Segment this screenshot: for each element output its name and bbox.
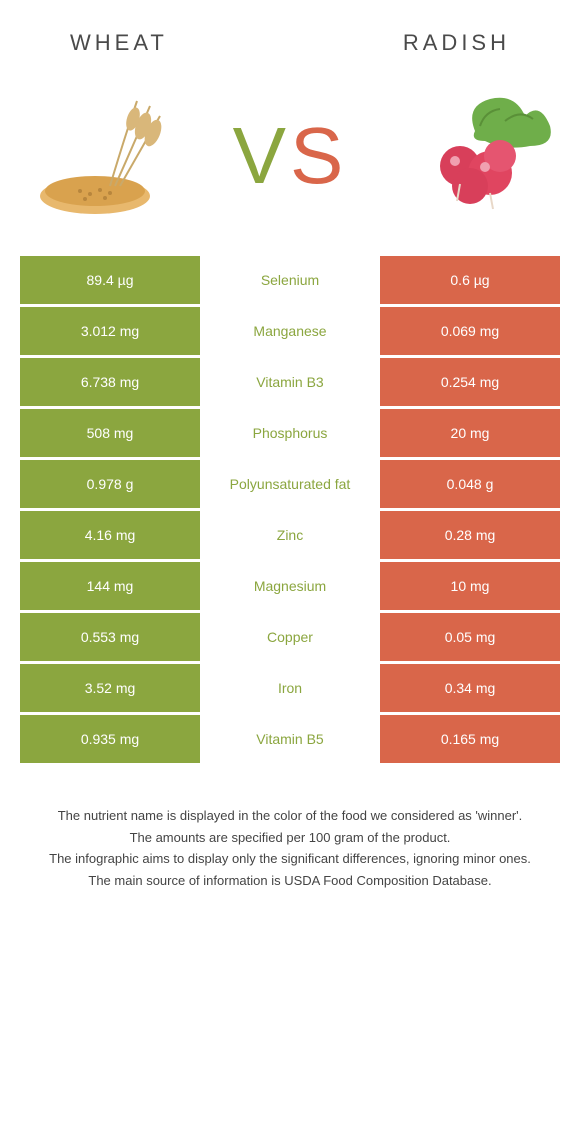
nutrient-name: Copper — [200, 613, 380, 661]
right-value: 0.6 µg — [380, 256, 560, 304]
right-value: 0.165 mg — [380, 715, 560, 763]
nutrient-name: Polyunsaturated fat — [200, 460, 380, 508]
wheat-icon — [20, 86, 180, 226]
nutrient-name: Zinc — [200, 511, 380, 559]
footer-line-3: The infographic aims to display only the… — [30, 849, 550, 869]
table-row: 6.738 mgVitamin B30.254 mg — [20, 358, 560, 406]
right-value: 0.048 g — [380, 460, 560, 508]
left-value: 6.738 mg — [20, 358, 200, 406]
right-food-title: Radish — [403, 30, 510, 56]
vs-label: VS — [233, 110, 348, 202]
nutrient-name: Selenium — [200, 256, 380, 304]
nutrient-table: 89.4 µgSelenium0.6 µg3.012 mgManganese0.… — [0, 256, 580, 763]
nutrient-name: Vitamin B3 — [200, 358, 380, 406]
right-value: 0.069 mg — [380, 307, 560, 355]
table-row: 144 mgMagnesium10 mg — [20, 562, 560, 610]
left-value: 508 mg — [20, 409, 200, 457]
right-value: 10 mg — [380, 562, 560, 610]
table-row: 0.553 mgCopper0.05 mg — [20, 613, 560, 661]
left-value: 89.4 µg — [20, 256, 200, 304]
table-row: 4.16 mgZinc0.28 mg — [20, 511, 560, 559]
nutrient-name: Phosphorus — [200, 409, 380, 457]
vs-v: V — [233, 111, 290, 200]
right-value: 0.254 mg — [380, 358, 560, 406]
footer-line-2: The amounts are specified per 100 gram o… — [30, 828, 550, 848]
right-value: 0.28 mg — [380, 511, 560, 559]
left-value: 3.012 mg — [20, 307, 200, 355]
right-value: 0.05 mg — [380, 613, 560, 661]
footer-line-1: The nutrient name is displayed in the co… — [30, 806, 550, 826]
nutrient-name: Manganese — [200, 307, 380, 355]
left-value: 4.16 mg — [20, 511, 200, 559]
nutrient-name: Vitamin B5 — [200, 715, 380, 763]
header: Wheat Radish — [0, 0, 580, 66]
vs-s: S — [290, 111, 347, 200]
nutrient-name: Iron — [200, 664, 380, 712]
right-value: 20 mg — [380, 409, 560, 457]
left-value: 0.553 mg — [20, 613, 200, 661]
left-value: 0.978 g — [20, 460, 200, 508]
nutrient-name: Magnesium — [200, 562, 380, 610]
left-value: 3.52 mg — [20, 664, 200, 712]
footer-notes: The nutrient name is displayed in the co… — [0, 766, 580, 890]
left-value: 144 mg — [20, 562, 200, 610]
table-row: 89.4 µgSelenium0.6 µg — [20, 256, 560, 304]
hero-row: VS — [0, 66, 580, 256]
table-row: 3.012 mgManganese0.069 mg — [20, 307, 560, 355]
table-row: 0.935 mgVitamin B50.165 mg — [20, 715, 560, 763]
table-row: 3.52 mgIron0.34 mg — [20, 664, 560, 712]
table-row: 0.978 gPolyunsaturated fat0.048 g — [20, 460, 560, 508]
table-row: 508 mgPhosphorus20 mg — [20, 409, 560, 457]
footer-line-4: The main source of information is USDA F… — [30, 871, 550, 891]
left-food-title: Wheat — [70, 30, 168, 56]
left-value: 0.935 mg — [20, 715, 200, 763]
radish-icon — [400, 86, 560, 226]
right-value: 0.34 mg — [380, 664, 560, 712]
